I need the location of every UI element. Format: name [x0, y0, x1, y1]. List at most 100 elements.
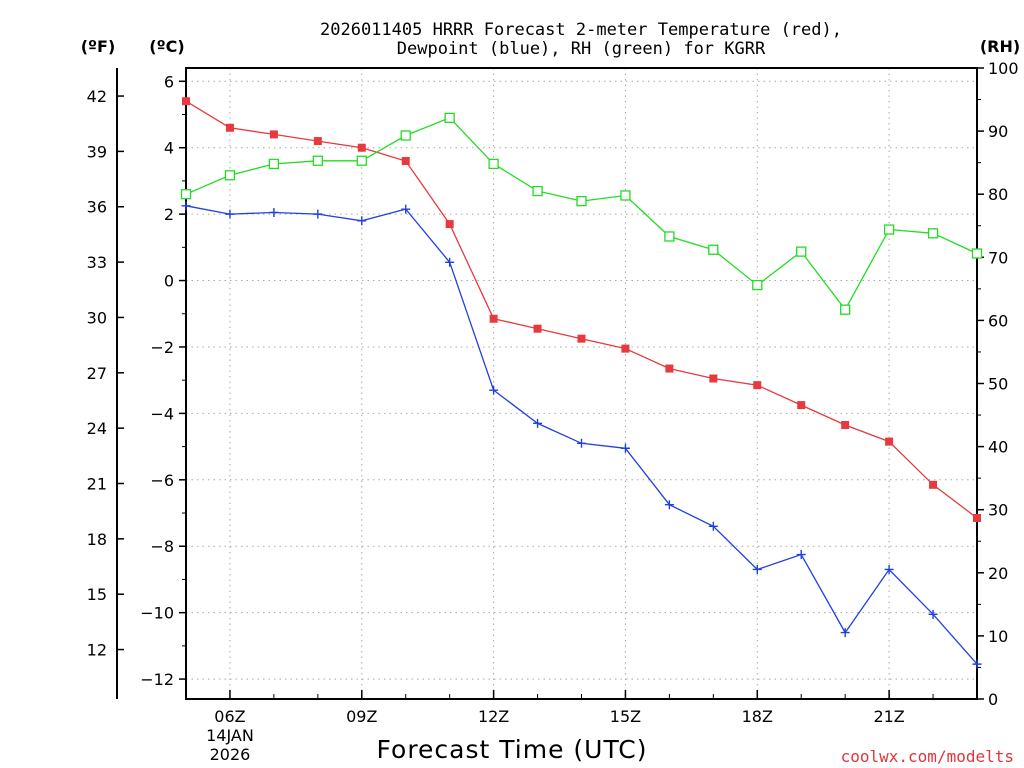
rh-point — [180, 189, 192, 200]
dewpoint-point — [928, 609, 938, 619]
dewpoint-point — [445, 257, 455, 267]
rh-tick-label: 80 — [988, 185, 1008, 204]
rh-point — [971, 248, 983, 259]
rh-point — [752, 279, 763, 291]
temperature-point — [269, 130, 278, 139]
plot-frame — [185, 67, 978, 700]
fahrenheit-tick-label: 12 — [87, 641, 107, 660]
dewpoint-point — [708, 521, 718, 531]
series-layer — [180, 97, 983, 669]
dewpoint-point — [796, 550, 806, 560]
celsius-tick-label: −4 — [150, 404, 174, 423]
rh-point — [664, 231, 675, 242]
dewpoint-point — [313, 209, 323, 219]
rh-tick-label: 90 — [988, 122, 1008, 141]
temperature-point — [797, 401, 806, 410]
year-label: 2026 — [210, 745, 251, 764]
fahrenheit-tick-label: 15 — [87, 585, 107, 604]
celsius-tick-label: 6 — [164, 72, 174, 91]
rh-tick-label: 40 — [988, 438, 1008, 457]
dewpoint-point — [181, 201, 191, 211]
time-tick-label: 09Z — [346, 707, 377, 726]
temperature-point — [357, 143, 366, 152]
dewpoint-point — [752, 564, 762, 574]
rh-tick-label: 70 — [988, 248, 1008, 267]
dewpoint-point — [357, 216, 367, 226]
x-axis-title: Forecast Time (UTC) — [377, 735, 648, 764]
temperature-point — [445, 220, 454, 229]
celsius-tick-label: 0 — [164, 272, 174, 291]
grid-layer — [186, 68, 977, 699]
temperature-point — [401, 156, 410, 165]
rh-tick-label: 100 — [988, 59, 1019, 78]
rh-tick-label: 50 — [988, 375, 1008, 394]
temperature-point — [885, 437, 894, 446]
temperature-line — [185, 100, 978, 519]
celsius-tick-label: −2 — [150, 338, 174, 357]
rh-tick-label: 60 — [988, 311, 1008, 330]
celsius-tick-label: −6 — [150, 471, 174, 490]
time-tick-label: 21Z — [873, 707, 904, 726]
rh-point — [268, 158, 280, 170]
dewpoint-point — [884, 564, 894, 574]
fahrenheit-tick-label: 42 — [87, 87, 107, 106]
rh-tick-label: 20 — [988, 564, 1008, 583]
rh-point — [488, 158, 499, 170]
dewpoint-point — [664, 500, 674, 510]
temperature-point — [709, 374, 718, 383]
dewpoint-point — [401, 204, 411, 214]
source-credit: coolwx.com/modelts — [841, 747, 1014, 766]
celsius-tick-label: −12 — [140, 670, 174, 689]
date-label: 14JAN — [206, 726, 254, 745]
fahrenheit-tick-label: 39 — [87, 142, 107, 161]
time-tick-label: 18Z — [742, 707, 773, 726]
rh-tick-label: 10 — [988, 627, 1008, 646]
dewpoint-point — [489, 385, 499, 395]
celsius-tick-label: −10 — [140, 604, 174, 623]
rh-tick-label: 30 — [988, 501, 1008, 520]
celsius-tick-label: −8 — [150, 537, 174, 556]
rh-point — [312, 155, 323, 166]
rh-point — [444, 112, 455, 123]
rh-point — [840, 304, 851, 315]
time-tick-label: 15Z — [610, 707, 641, 726]
rh-point — [796, 246, 807, 257]
dewpoint-point — [269, 207, 279, 217]
dewpoint-point — [577, 438, 586, 448]
celsius-unit-label: (ºC) — [149, 37, 184, 56]
dewpoint-point — [840, 628, 850, 638]
rh-point — [576, 195, 587, 207]
dewpoint-point — [972, 659, 982, 669]
temperature-point — [533, 324, 542, 333]
temperature-point — [753, 381, 762, 390]
temperature-point — [929, 480, 938, 489]
rh-point — [356, 155, 367, 166]
dewpoint-point — [620, 443, 630, 453]
fahrenheit-tick-label: 27 — [87, 364, 107, 383]
temperature-point — [489, 314, 498, 323]
temperature-point — [665, 364, 674, 373]
fahrenheit-tick-label: 33 — [87, 253, 107, 272]
fahrenheit-tick-label: 30 — [87, 308, 107, 327]
fahrenheit-axis: 42 39 36 33 30 27 24 21 18 15 12 — [87, 87, 124, 660]
rh-point — [883, 224, 895, 235]
temperature-point — [182, 97, 190, 106]
rh-unit-label: (RH) — [980, 37, 1020, 56]
dewpoint-point — [225, 209, 235, 219]
chart-title-line1: 2026011405 HRRR Forecast 2-meter Tempera… — [320, 20, 842, 40]
temperature-point — [577, 334, 586, 343]
temperature-point — [313, 137, 322, 146]
rh-tick-label: 0 — [988, 690, 998, 709]
celsius-tick-label: 4 — [164, 139, 174, 158]
dewpoint-line — [185, 205, 978, 665]
time-tick-label: 12Z — [478, 707, 509, 726]
rh-point — [532, 185, 543, 197]
fahrenheit-tick-label: 36 — [87, 198, 107, 217]
rh-point — [400, 130, 411, 141]
fahrenheit-tick-label: 21 — [87, 475, 107, 494]
temperature-point — [973, 514, 981, 523]
celsius-tick-label: 2 — [164, 205, 174, 224]
